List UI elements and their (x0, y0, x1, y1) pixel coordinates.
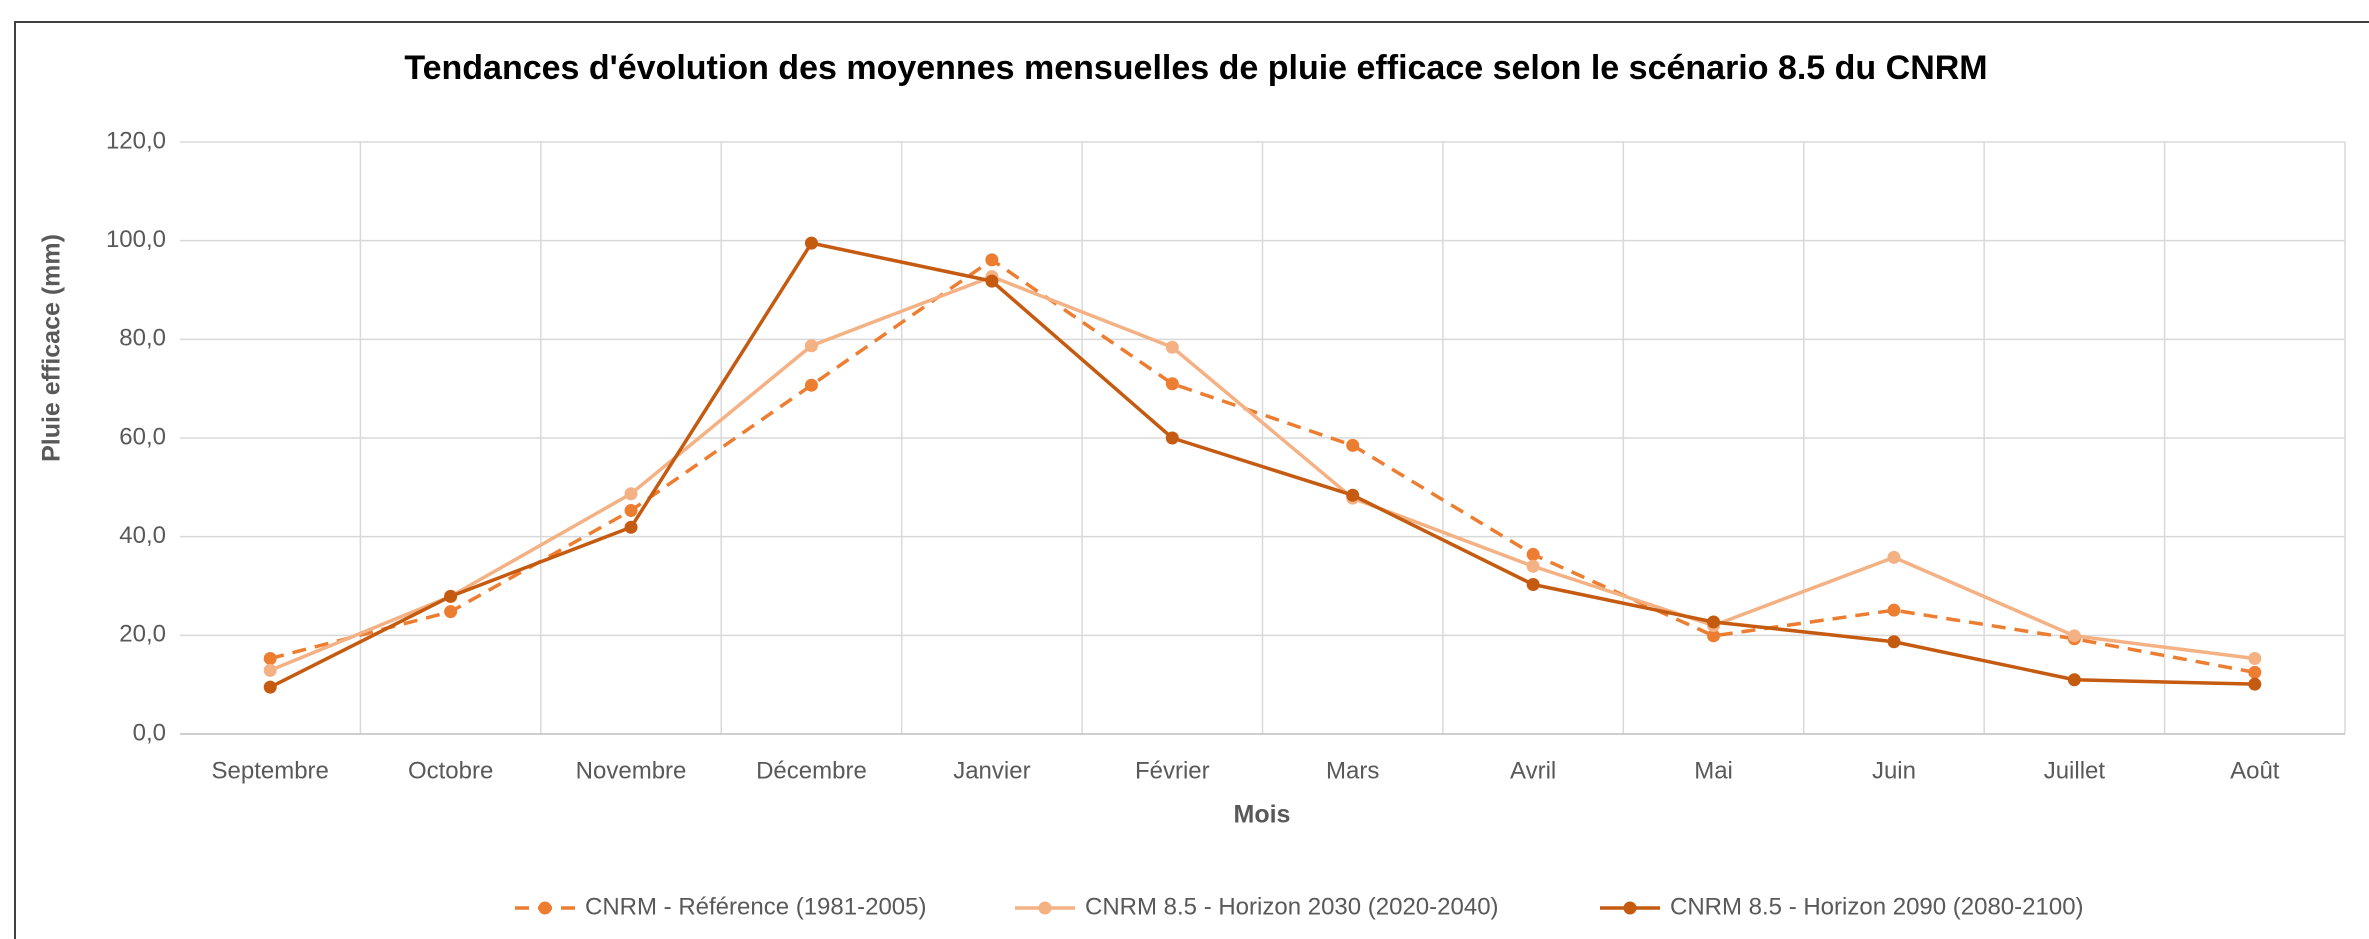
data-point (1887, 603, 1901, 617)
data-point (2248, 665, 2262, 679)
x-axis-title: Mois (1234, 801, 1291, 829)
x-tick-label: Janvier (953, 757, 1030, 784)
data-point (1707, 629, 1721, 643)
legend-marker (1623, 901, 1637, 915)
y-tick-label: 60,0 (119, 423, 166, 450)
x-tick-label: Mars (1326, 757, 1379, 784)
data-point (1526, 578, 1540, 592)
series-line (269, 274, 2256, 672)
data-point (985, 253, 999, 267)
legend-label: CNRM 8.5 - Horizon 2090 (2080-2100) (1670, 893, 2084, 920)
x-tick-label: Décembre (756, 757, 867, 784)
data-point (444, 605, 458, 619)
x-tick-label: Octobre (408, 757, 493, 784)
x-tick-label: Juin (1872, 757, 1916, 784)
x-tick-label: Juillet (2044, 757, 2106, 784)
data-point (624, 487, 638, 501)
x-tick-label: Septembre (212, 757, 329, 784)
data-point (2067, 673, 2081, 687)
data-point (1165, 340, 1179, 354)
data-point (2248, 652, 2262, 666)
data-point (804, 339, 818, 353)
data-point (985, 274, 999, 288)
chart-title: Tendances d'évolution des moyennes mensu… (404, 49, 1987, 87)
x-tick-label: Mai (1694, 757, 1733, 784)
data-point (1887, 635, 1901, 649)
data-point (1346, 438, 1360, 452)
data-point (263, 652, 277, 666)
data-point (1165, 431, 1179, 445)
legend-marker (538, 901, 552, 915)
y-tick-label: 40,0 (119, 522, 166, 549)
data-point (1526, 559, 1540, 573)
data-point (804, 236, 818, 250)
y-tick-label: 80,0 (119, 325, 166, 352)
y-tick-label: 120,0 (106, 127, 166, 154)
legend-label: CNRM 8.5 - Horizon 2030 (2020-2040) (1085, 893, 1499, 920)
data-point (2067, 629, 2081, 643)
data-point (1165, 377, 1179, 391)
data-point (263, 680, 277, 694)
data-point (263, 663, 277, 677)
series-line (269, 241, 2255, 689)
series-line (269, 258, 2256, 675)
data-point (2248, 677, 2262, 691)
y-tick-label: 0,0 (133, 719, 166, 746)
y-tick-label: 20,0 (119, 621, 166, 648)
data-point (1707, 615, 1721, 629)
x-tick-label: Avril (1510, 757, 1556, 784)
data-point (804, 378, 818, 392)
y-tick-label: 100,0 (106, 226, 166, 253)
data-point (444, 589, 458, 603)
data-point (1346, 488, 1360, 502)
legend-label: CNRM - Référence (1981-2005) (585, 893, 926, 920)
data-point (624, 520, 638, 534)
x-tick-label: Février (1135, 757, 1210, 784)
x-tick-label: Novembre (576, 757, 687, 784)
data-point (624, 504, 638, 518)
legend-marker (1038, 901, 1052, 915)
data-point (1887, 550, 1901, 564)
data-point (1526, 547, 1540, 561)
x-tick-label: Août (2230, 757, 2280, 784)
chart-border (14, 21, 2369, 939)
y-axis-title: Pluie efficace (mm) (38, 234, 66, 462)
